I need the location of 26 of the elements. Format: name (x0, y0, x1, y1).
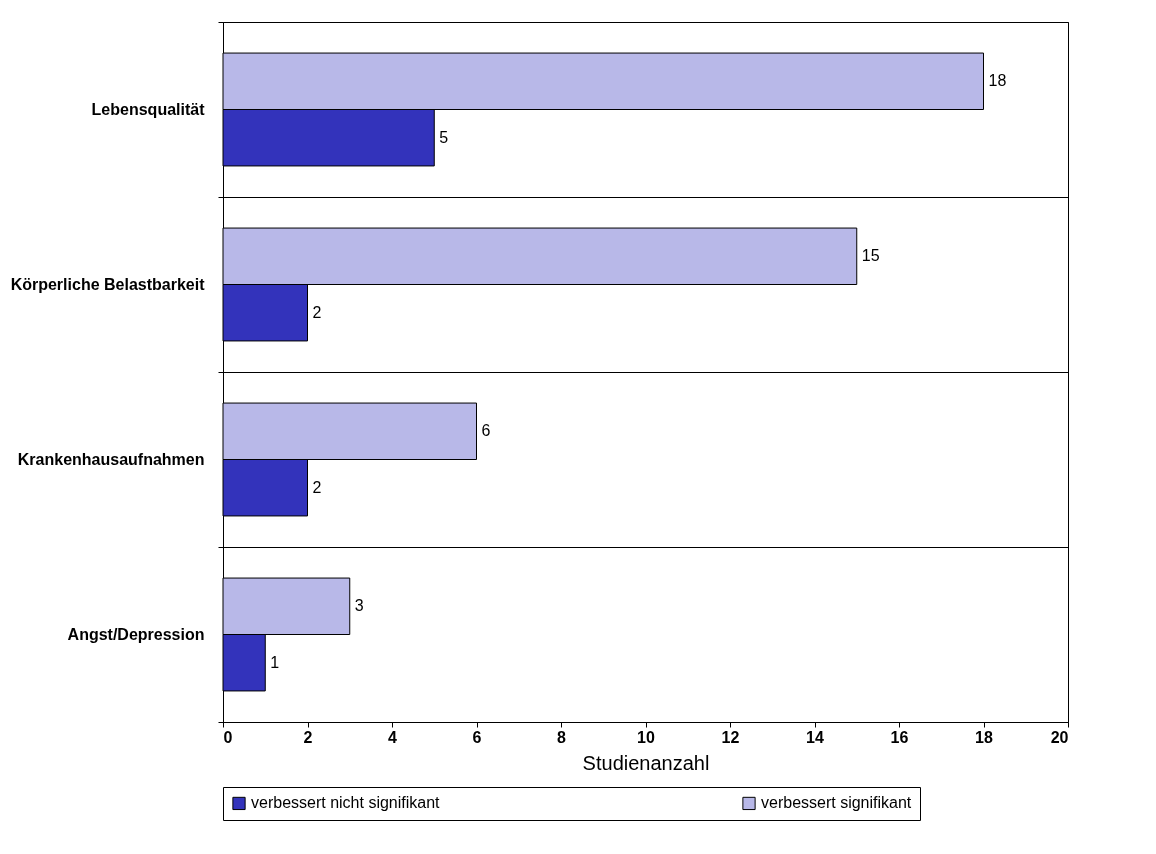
data-label: 5 (439, 128, 449, 146)
x-tick-label: 12 (721, 728, 740, 746)
x-tick-label: 14 (806, 728, 824, 746)
data-label: 1 (270, 653, 280, 671)
x-tick-label: 10 (637, 728, 655, 746)
y-tick-label: Körperliche Belastbarkeit (10, 276, 206, 293)
legend-label: verbessert signifikant (761, 794, 912, 812)
x-tick-label: 18 (975, 728, 993, 746)
x-tick-label: 20 (1050, 728, 1069, 746)
data-label: 18 (988, 72, 1007, 90)
data-label: 2 (312, 478, 322, 496)
x-tick-label: 2 (303, 728, 313, 746)
data-label: 2 (312, 303, 322, 321)
x-axis-title: Studienanzahl (582, 751, 710, 774)
y-tick-label: Lebensqualität (91, 101, 206, 118)
x-tick-label: 6 (472, 728, 482, 746)
legend-label: verbessert nicht signifikant (251, 794, 441, 812)
y-tick-label: Krankenhausaufnahmen (17, 451, 205, 468)
x-tick-label: 16 (890, 728, 909, 746)
x-tick-label: 8 (557, 728, 567, 746)
data-label: 3 (354, 597, 364, 615)
data-label: 6 (481, 422, 491, 440)
data-label: 15 (861, 247, 880, 265)
x-tick-label: 0 (223, 728, 233, 746)
x-tick-label: 4 (388, 728, 398, 746)
y-tick-label: Angst/Depression (67, 626, 205, 643)
